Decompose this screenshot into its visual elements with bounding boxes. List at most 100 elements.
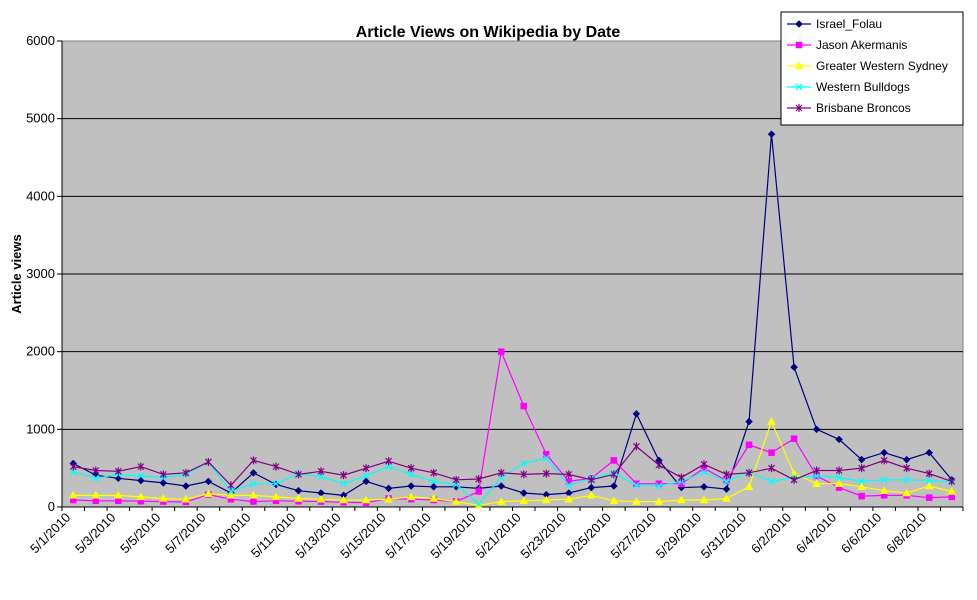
y-tick-label: 5000 <box>26 111 55 126</box>
data-point-western-bulldogs <box>520 460 528 467</box>
x-tick-label: 6/6/2010 <box>838 510 884 556</box>
data-point-western-bulldogs <box>835 474 843 481</box>
data-point-israel-folau <box>159 479 168 487</box>
data-point-jason-akermanis <box>250 498 257 505</box>
data-point-greater-western-sydney <box>834 479 844 487</box>
x-tick-label: 5/17/2010 <box>382 510 434 562</box>
data-point-israel-folau <box>452 482 461 491</box>
data-point-brisbane-broncos <box>295 470 302 479</box>
data-point-israel-folau <box>902 455 911 464</box>
x-tick-label: 5/27/2010 <box>608 510 660 562</box>
data-point-greater-western-sydney <box>384 494 394 503</box>
data-point-israel-folau <box>429 482 438 491</box>
data-point-brisbane-broncos <box>407 464 415 473</box>
data-point-jason-akermanis <box>115 497 122 505</box>
data-point-brisbane-broncos <box>475 475 483 484</box>
data-point-brisbane-broncos <box>92 466 100 475</box>
series-israel-folau <box>69 130 956 500</box>
data-point-western-bulldogs <box>723 477 730 485</box>
x-tick-label: 5/29/2010 <box>653 510 705 562</box>
data-point-greater-western-sydney <box>947 486 957 495</box>
data-point-jason-akermanis <box>925 494 933 501</box>
data-point-brisbane-broncos <box>745 468 753 477</box>
data-point-brisbane-broncos <box>362 464 370 473</box>
data-point-greater-western-sydney <box>68 490 78 499</box>
legend-label: Western Bulldogs <box>816 80 910 94</box>
data-point-western-bulldogs <box>700 468 708 476</box>
data-point-brisbane-broncos <box>542 469 550 478</box>
data-point-western-bulldogs <box>385 463 393 471</box>
data-point-greater-western-sydney <box>677 495 686 504</box>
data-point-western-bulldogs <box>407 470 415 478</box>
data-point-jason-akermanis <box>497 348 505 355</box>
data-point-israel-folau <box>204 477 213 486</box>
data-point-brisbane-broncos <box>452 475 460 484</box>
data-point-jason-akermanis <box>745 441 753 449</box>
y-axis-title: Article views <box>9 234 24 314</box>
data-point-israel-folau <box>722 485 731 493</box>
data-point-brisbane-broncos <box>250 456 257 465</box>
data-point-brisbane-broncos <box>723 470 730 479</box>
legend-item: Western Bulldogs <box>787 80 910 94</box>
data-point-western-bulldogs <box>340 480 348 488</box>
legend-swatch-marker <box>795 41 803 49</box>
data-point-jason-akermanis <box>92 497 100 505</box>
data-point-greater-western-sydney <box>496 497 506 505</box>
legend-item: Jason Akermanis <box>787 38 907 52</box>
data-point-greater-western-sydney <box>902 488 912 497</box>
data-point-western-bulldogs <box>903 476 911 484</box>
data-point-brisbane-broncos <box>678 473 685 482</box>
legend-swatch-marker <box>794 61 804 70</box>
x-tick-label: 5/9/2010 <box>207 510 253 556</box>
data-point-greater-western-sydney <box>249 490 258 499</box>
data-point-jason-akermanis <box>768 449 775 456</box>
data-point-israel-folau <box>632 409 641 418</box>
data-point-jason-akermanis <box>858 492 865 500</box>
y-tick-label: 3000 <box>26 266 55 281</box>
data-point-greater-western-sydney <box>767 417 776 425</box>
data-point-greater-western-sydney <box>879 486 889 494</box>
data-point-jason-akermanis <box>520 402 528 410</box>
data-point-brisbane-broncos <box>227 481 235 490</box>
data-point-israel-folau <box>249 468 258 477</box>
data-point-greater-western-sydney <box>113 490 123 499</box>
data-point-greater-western-sydney <box>541 495 551 504</box>
data-point-western-bulldogs <box>250 480 257 488</box>
data-point-brisbane-broncos <box>497 468 505 477</box>
data-point-brisbane-broncos <box>430 468 438 477</box>
data-point-greater-western-sydney <box>316 494 326 503</box>
data-point-western-bulldogs <box>362 472 370 480</box>
data-point-greater-western-sydney <box>91 490 101 499</box>
data-point-jason-akermanis <box>610 457 618 464</box>
data-point-greater-western-sydney <box>586 490 596 499</box>
legend-item: Brisbane Broncos <box>787 101 911 115</box>
data-point-israel-folau <box>700 482 708 491</box>
data-point-greater-western-sydney <box>339 495 348 504</box>
x-tick-label: 5/15/2010 <box>337 510 389 562</box>
data-point-greater-western-sydney <box>857 482 867 491</box>
data-point-greater-western-sydney <box>203 489 213 498</box>
legend-swatch-marker <box>795 20 803 28</box>
data-point-brisbane-broncos <box>925 469 933 478</box>
data-point-greater-western-sydney <box>519 496 529 505</box>
x-tick-label: 5/25/2010 <box>563 510 615 562</box>
x-axis: 5/1/20105/3/20105/5/20105/7/20105/9/2010… <box>27 506 964 562</box>
data-point-brisbane-broncos <box>813 466 821 475</box>
data-point-western-bulldogs <box>925 477 933 485</box>
data-point-israel-folau <box>497 482 506 490</box>
legend-swatch-marker <box>795 83 803 91</box>
legend-swatch-marker <box>795 104 803 112</box>
data-point-western-bulldogs <box>317 473 325 481</box>
x-tick-label: 5/3/2010 <box>72 510 118 556</box>
data-point-brisbane-broncos <box>565 470 573 479</box>
data-point-western-bulldogs <box>542 454 550 462</box>
data-point-greater-western-sydney <box>294 493 303 502</box>
data-point-brisbane-broncos <box>610 470 618 479</box>
legend-box <box>780 11 964 126</box>
series-greater-western-sydney <box>68 417 957 509</box>
data-point-western-bulldogs <box>565 481 573 489</box>
x-tick-label: 5/7/2010 <box>162 510 208 556</box>
data-point-greater-western-sydney <box>812 479 822 487</box>
data-point-western-bulldogs <box>272 480 280 488</box>
data-point-brisbane-broncos <box>340 471 347 480</box>
